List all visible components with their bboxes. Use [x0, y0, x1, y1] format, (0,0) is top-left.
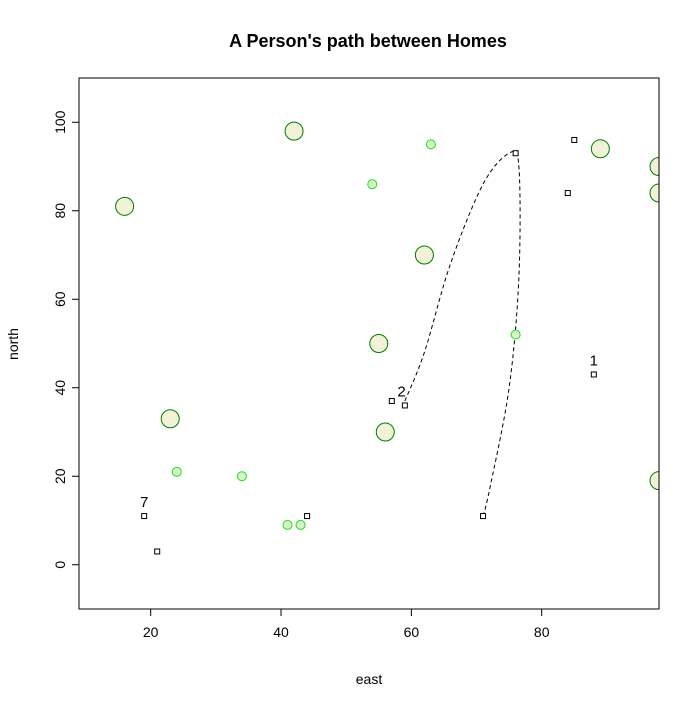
- square-point: [512, 150, 519, 157]
- large-circle-point: [160, 409, 180, 429]
- x-tick-label: 20: [143, 624, 159, 640]
- large-circle-point: [649, 183, 659, 203]
- large-circle-point: [590, 139, 610, 159]
- y-tick-label: 0: [52, 561, 68, 569]
- square-point: [480, 513, 487, 520]
- square-point: [571, 136, 578, 143]
- small-circle-point: [295, 519, 306, 530]
- x-axis-label: east: [356, 671, 383, 687]
- y-tick-label: 40: [52, 380, 68, 396]
- travel-path-line: [404, 150, 521, 517]
- point-label: 1: [590, 353, 598, 370]
- square-point: [564, 190, 571, 197]
- y-axis: 0 20 40 60 80 100: [52, 110, 79, 569]
- small-circle-point: [510, 329, 521, 340]
- square-point: [401, 402, 408, 409]
- chart-title: A Person's path between Homes: [229, 31, 507, 51]
- y-tick-label: 20: [52, 468, 68, 484]
- square-point: [154, 548, 161, 555]
- y-tick-label: 80: [52, 203, 68, 219]
- large-circle-point: [414, 245, 434, 265]
- small-circle-point: [236, 471, 247, 482]
- x-axis: 20 40 60 80: [143, 609, 550, 640]
- x-tick-label: 60: [404, 624, 420, 640]
- large-circle-point: [375, 422, 395, 442]
- plot-area: 1 2 7: [115, 121, 659, 555]
- large-circle-point: [284, 121, 304, 141]
- large-circle-point: [649, 471, 659, 491]
- point-label: 2: [397, 384, 405, 401]
- large-circle-point: [649, 157, 659, 176]
- point-label: 7: [140, 494, 148, 511]
- square-point: [304, 513, 311, 520]
- y-tick-label: 100: [52, 110, 68, 134]
- x-tick-label: 40: [273, 624, 289, 640]
- y-tick-label: 60: [52, 291, 68, 307]
- large-circle-point: [115, 196, 135, 216]
- small-circle-point: [367, 179, 378, 190]
- square-point: [590, 371, 597, 378]
- square-point: [388, 398, 395, 405]
- small-circle-point: [171, 466, 182, 477]
- y-axis-label: north: [5, 328, 21, 360]
- x-tick-label: 80: [534, 624, 550, 640]
- square-point: [141, 513, 148, 520]
- small-circle-point: [425, 139, 436, 150]
- large-circle-point: [369, 334, 389, 353]
- small-circle-point: [282, 519, 293, 530]
- plot-frame: [78, 77, 660, 610]
